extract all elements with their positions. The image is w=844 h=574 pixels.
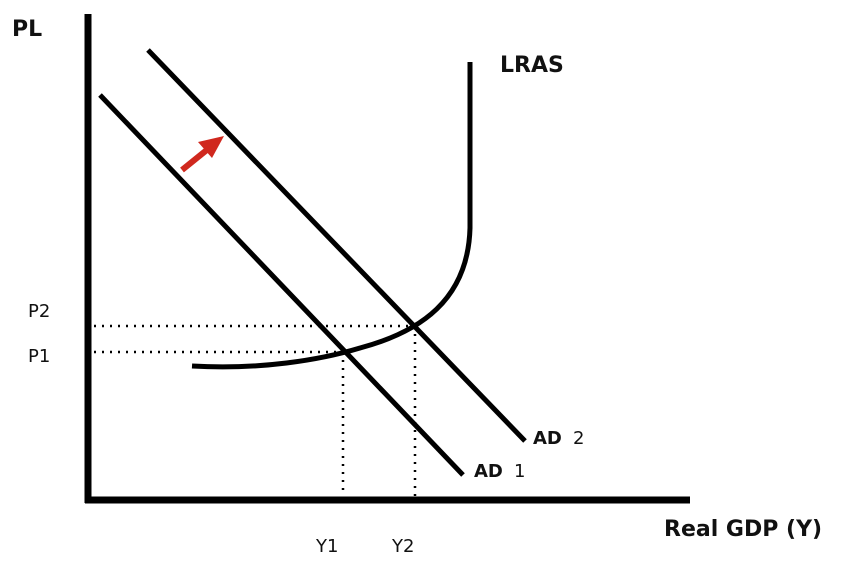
ad2-number: 2 — [573, 428, 584, 449]
lras-label: LRAS — [500, 53, 564, 78]
shift-arrow-head — [198, 136, 224, 158]
ad1-curve — [98, 93, 465, 477]
price-level-label: P1 — [28, 346, 50, 367]
ad2-curve — [146, 48, 527, 443]
price-level-label: P2 — [28, 301, 50, 322]
shift-arrow — [180, 146, 210, 173]
guide-lines — [94, 324, 417, 496]
ad1-number: 1 — [514, 461, 525, 482]
output-level-label: Y1 — [315, 536, 338, 557]
ad1-label: AD — [474, 461, 503, 482]
ad2-label: AD — [533, 428, 562, 449]
x-axis-label: Real GDP (Y) — [664, 517, 822, 542]
lras-curve — [191, 62, 473, 370]
output-level-label: Y2 — [391, 536, 414, 557]
y-axis-label: PL — [12, 17, 42, 42]
